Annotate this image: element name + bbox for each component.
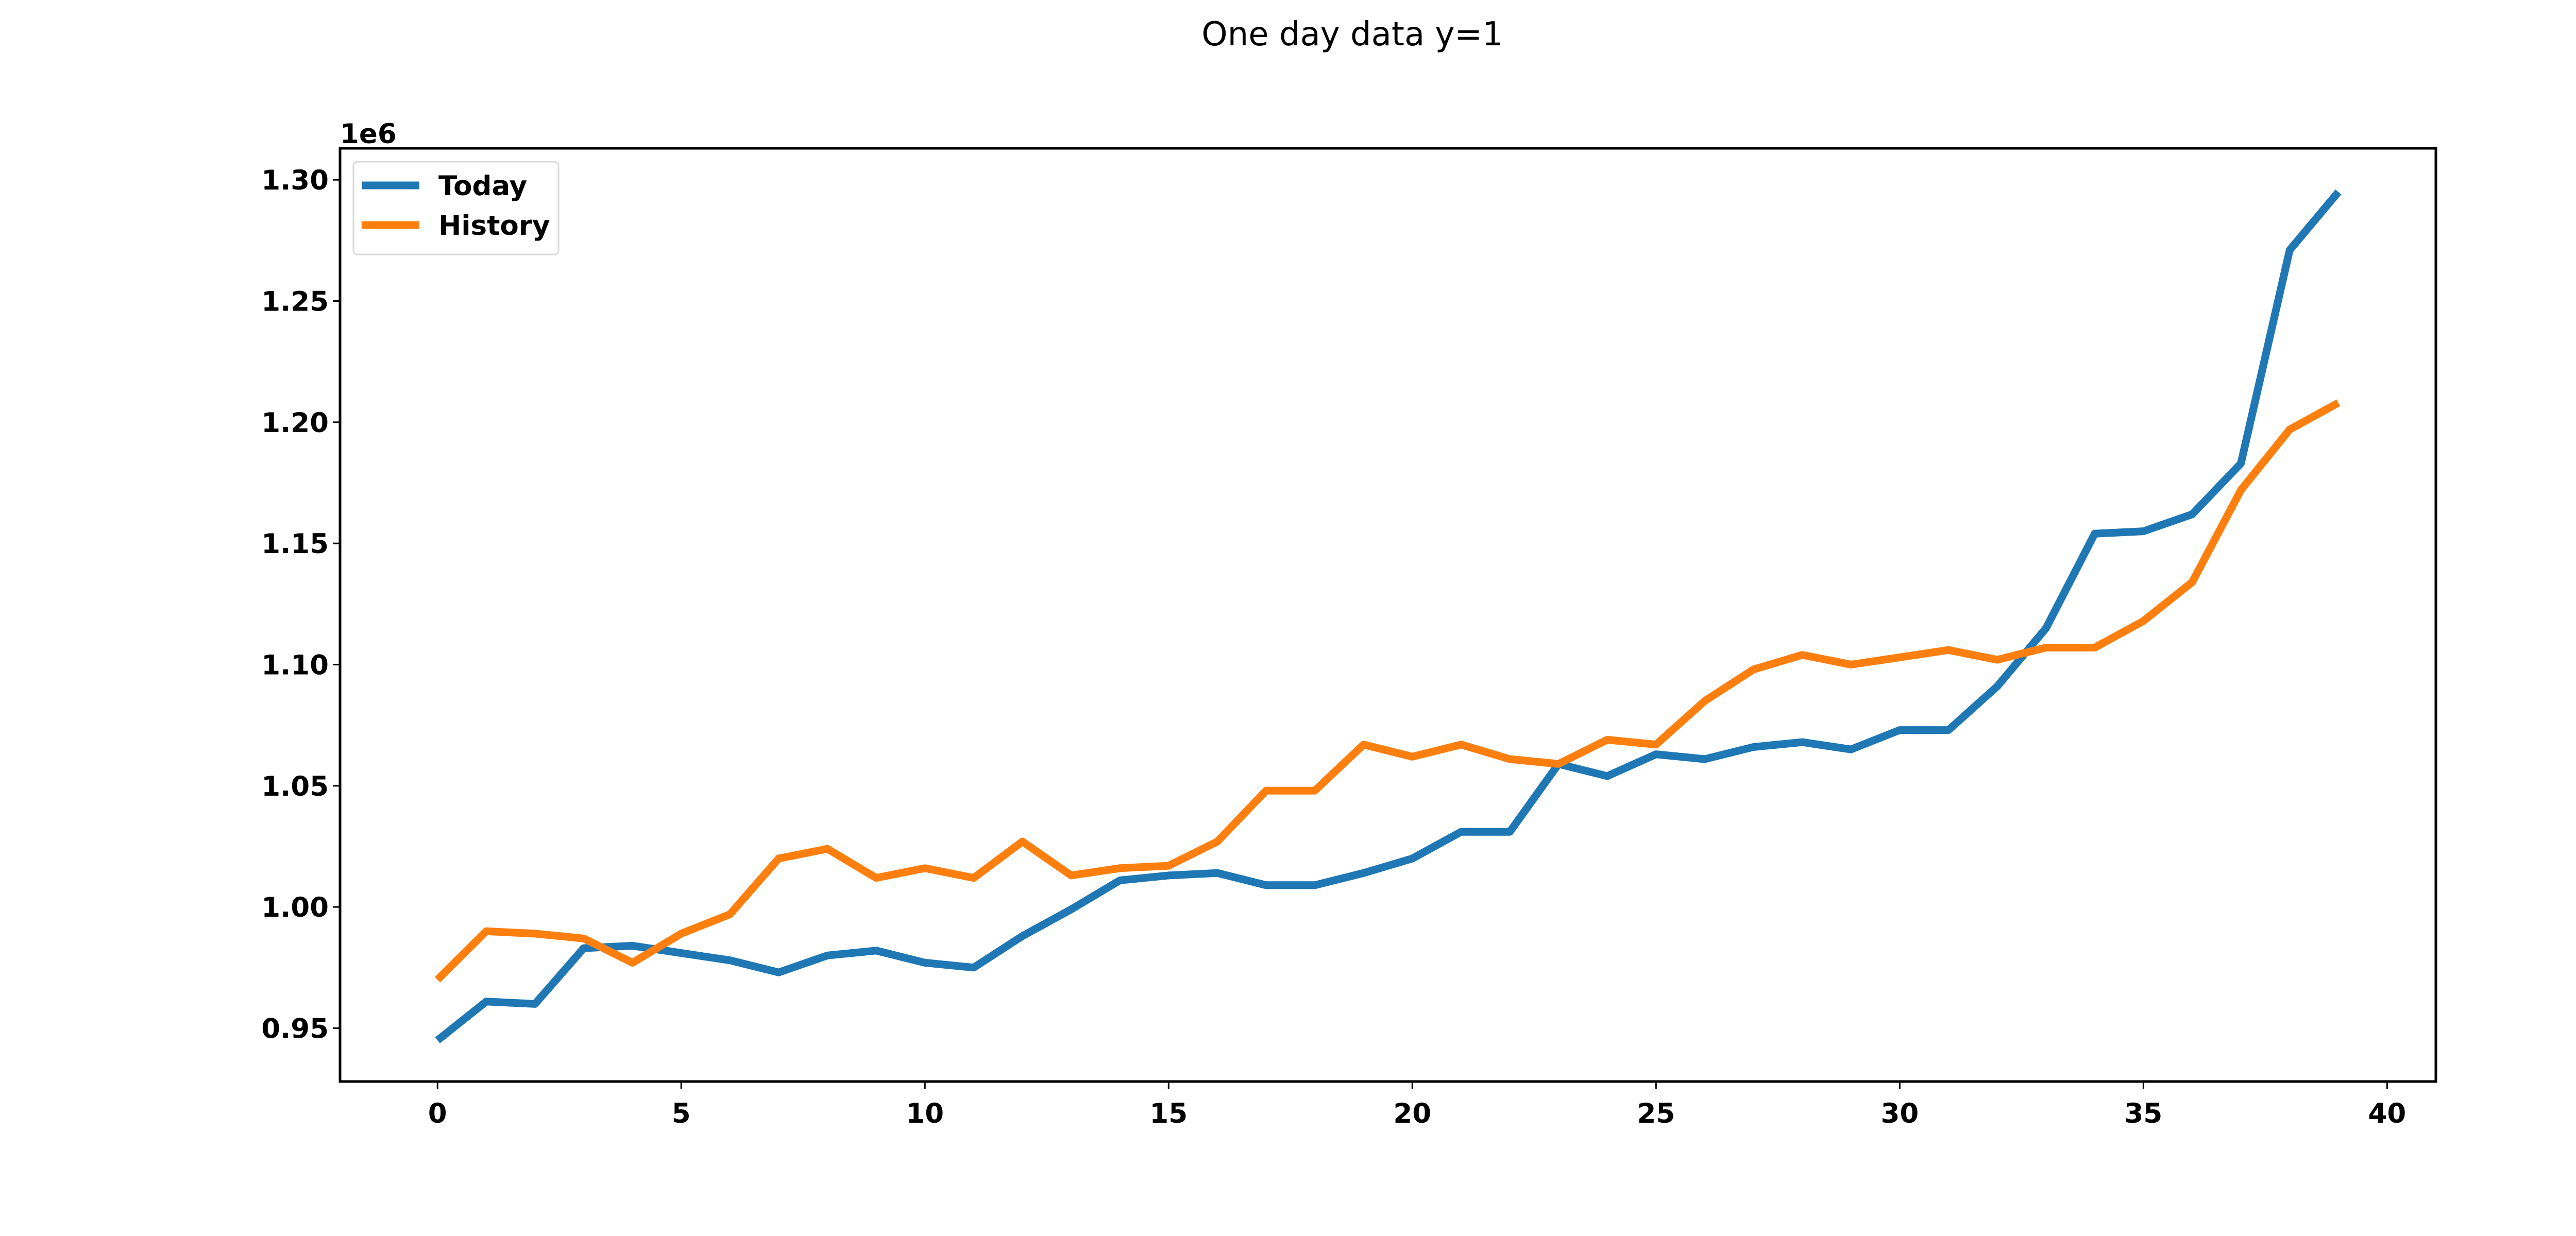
axis-ticks: 0 5 10 15 20 25 30 35 40 0.95 1.00 1.05 1.10 1.15 1.20…	[261, 165, 2406, 1129]
y-offset-label: 1e6	[340, 118, 397, 150]
x-tick-label: 30	[1880, 1098, 1919, 1129]
x-tick-label: 40	[2368, 1098, 2406, 1129]
chart-title: One day data y=1	[1201, 15, 1503, 54]
y-tick-label: 1.10	[261, 649, 329, 681]
y-tick-label: 1.20	[261, 407, 329, 439]
y-tick-label: 1.30	[261, 165, 329, 196]
y-tick-label: 0.95	[261, 1013, 329, 1044]
y-tick-label: 1.15	[261, 528, 329, 560]
series-line-history	[434, 399, 2341, 983]
legend: Today History	[352, 161, 560, 255]
x-tick-label: 20	[1393, 1098, 1431, 1129]
plot-frame	[338, 147, 2437, 1083]
x-tick-label: 0	[428, 1098, 447, 1129]
x-tick-label: 10	[906, 1098, 944, 1129]
x-tick-label: 35	[2124, 1098, 2162, 1129]
y-tick-label: 1.25	[261, 286, 329, 318]
x-tick-label: 5	[672, 1098, 691, 1129]
x-tick-label: 25	[1637, 1098, 1675, 1129]
legend-label: History	[438, 210, 550, 242]
y-tick-label: 1.05	[261, 771, 329, 802]
x-tick-label: 15	[1149, 1098, 1188, 1129]
plot-area	[434, 189, 2342, 1043]
legend-label: Today	[438, 170, 527, 202]
y-tick-label: 1.00	[261, 892, 329, 923]
